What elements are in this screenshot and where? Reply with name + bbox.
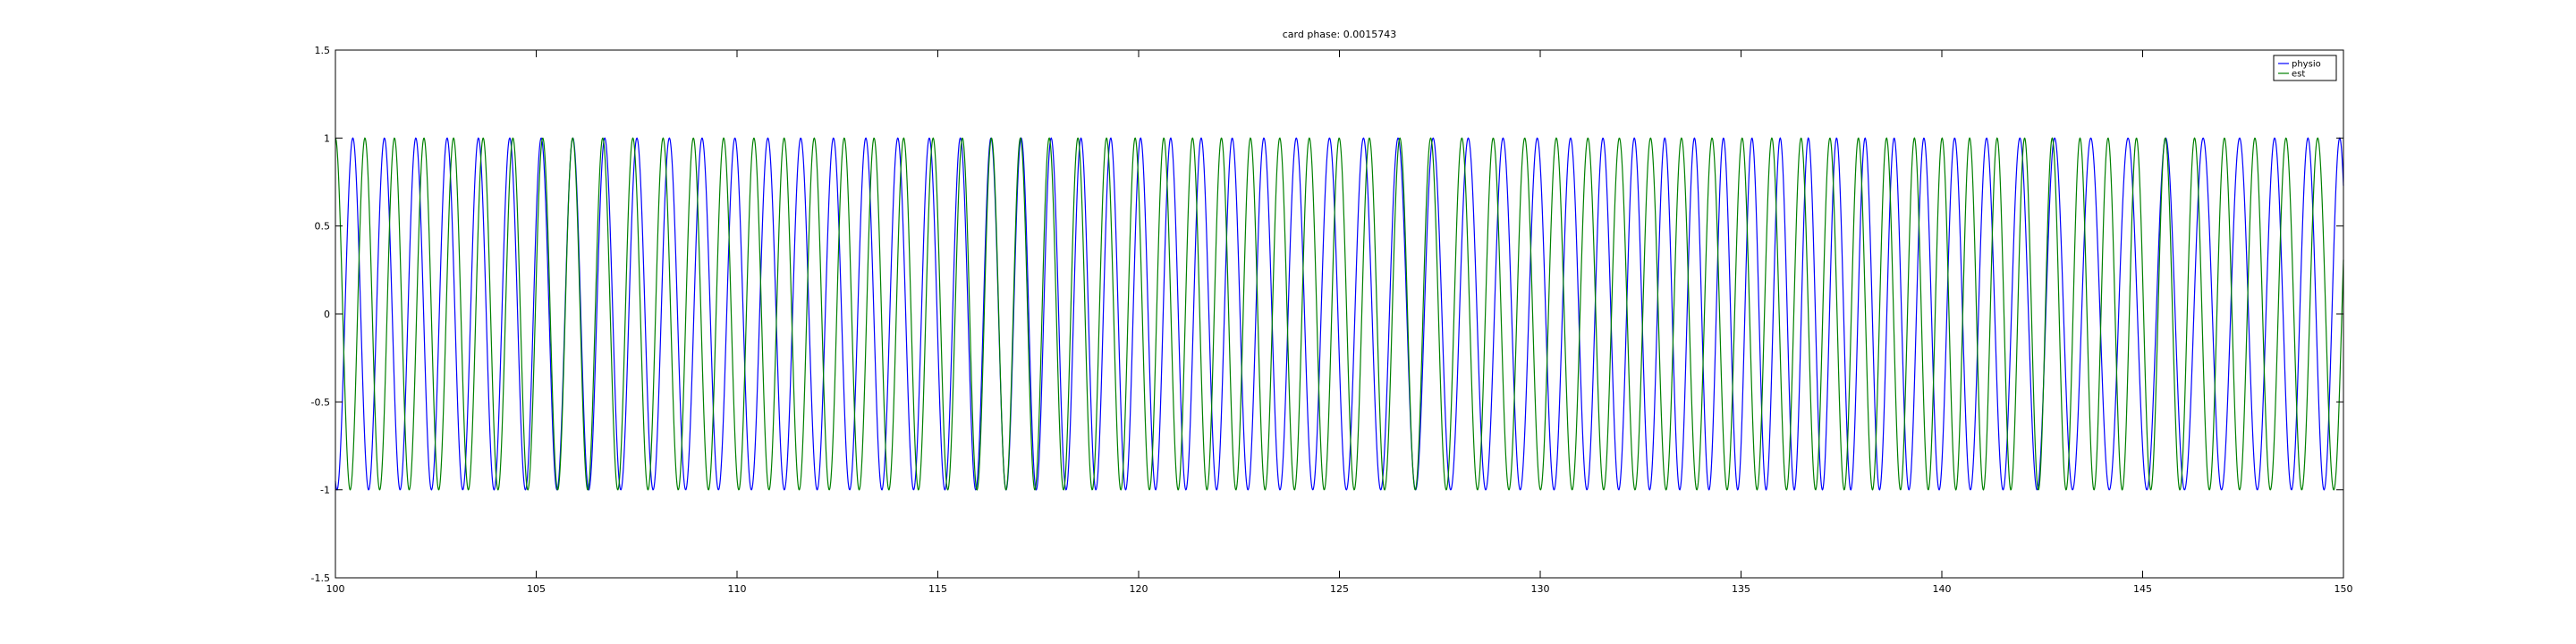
legend-frame xyxy=(2273,55,2337,81)
x-tick-label: 150 xyxy=(2334,583,2353,595)
x-tick-label: 145 xyxy=(2133,583,2152,595)
x-tick-label: 120 xyxy=(1130,583,1148,595)
legend-label-physio: physio xyxy=(2292,60,2321,70)
x-tick-label: 115 xyxy=(928,583,947,595)
y-tick-label: 1 xyxy=(324,132,330,144)
y-tick-label: 0 xyxy=(324,309,330,320)
y-tick-label: -0.5 xyxy=(311,396,330,408)
y-tick-label: -1 xyxy=(320,485,330,496)
chart-title: card phase: 0.0015743 xyxy=(1283,29,1396,40)
x-tick-label: 110 xyxy=(728,583,747,595)
axes-box xyxy=(335,49,2344,579)
legend-label-est: est xyxy=(2292,70,2305,80)
y-tick-label: 1.5 xyxy=(315,45,331,56)
x-tick-label: 135 xyxy=(1732,583,1750,595)
y-tick-label: 0.5 xyxy=(315,221,331,233)
series-layer xyxy=(335,137,2344,491)
x-tick-label: 140 xyxy=(1933,583,1952,595)
series-line-physio xyxy=(335,137,2344,491)
x-tick-label: 100 xyxy=(326,583,345,595)
series-line-est xyxy=(335,137,2344,491)
x-tick-label: 125 xyxy=(1330,583,1349,595)
y-tick-label: -1.5 xyxy=(311,572,330,584)
x-tick-label: 130 xyxy=(1531,583,1550,595)
x-tick-label: 105 xyxy=(527,583,546,595)
ticks-layer: 100 105 110 115 120 125 130 135 140 145 150 -1.5 -1 -… xyxy=(311,45,2353,595)
